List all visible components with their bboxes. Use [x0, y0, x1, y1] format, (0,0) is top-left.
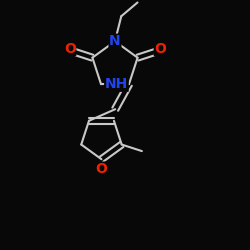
- Text: NH: NH: [105, 77, 128, 91]
- Text: N: N: [109, 34, 121, 48]
- Text: O: O: [96, 162, 108, 176]
- Text: O: O: [64, 42, 76, 56]
- Text: O: O: [154, 42, 166, 56]
